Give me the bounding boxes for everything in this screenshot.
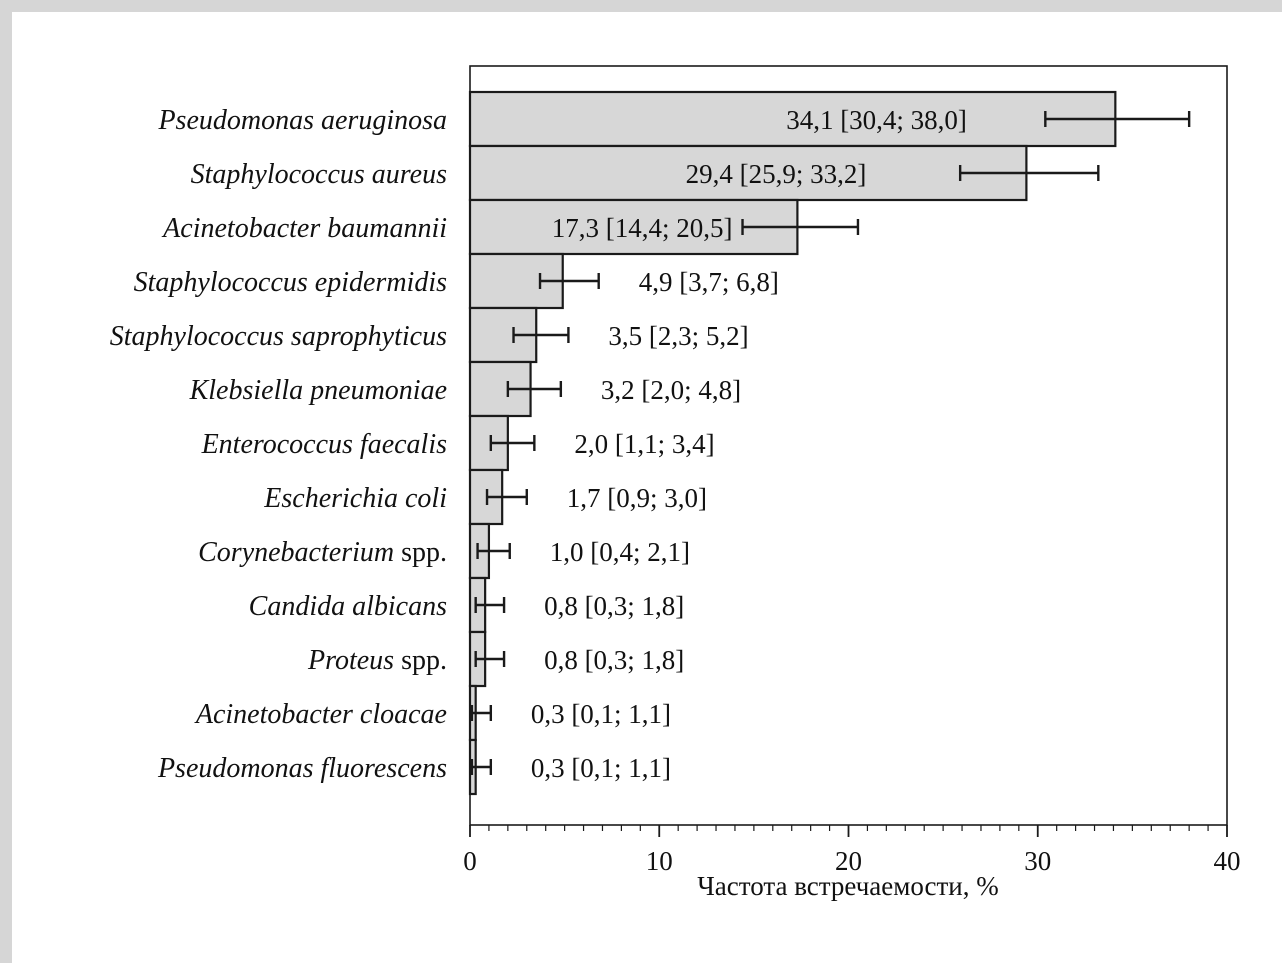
category-label-name: Klebsiella pneumoniae bbox=[189, 375, 447, 406]
x-tick-label: 20 bbox=[835, 846, 862, 876]
x-tick-label: 10 bbox=[646, 846, 673, 876]
data-label: 1,0 [0,4; 2,1] bbox=[550, 537, 690, 567]
x-tick-label: 0 bbox=[463, 846, 477, 876]
axes-layer bbox=[469, 65, 1228, 837]
data-label: 0,3 [0,1; 1,1] bbox=[531, 753, 671, 783]
category-label-name: Staphylococcus epidermidis bbox=[134, 267, 447, 298]
category-label: Candida albicans bbox=[249, 591, 447, 622]
data-label: 17,3 [14,4; 20,5] bbox=[552, 213, 733, 243]
category-label-name: Escherichia coli bbox=[263, 483, 447, 514]
category-label-suffix: spp. bbox=[394, 537, 447, 568]
data-label: 1,7 [0,9; 3,0] bbox=[567, 483, 707, 513]
bar bbox=[468, 144, 1028, 202]
data-label: 29,4 [25,9; 33,2] bbox=[686, 159, 867, 189]
data-label: 0,8 [0,3; 1,8] bbox=[544, 591, 684, 621]
category-label: Acinetobacter cloacae bbox=[194, 699, 447, 730]
data-label: 4,9 [3,7; 6,8] bbox=[639, 267, 779, 297]
category-label: Staphylococcus saprophyticus bbox=[110, 321, 447, 352]
category-label-suffix: spp. bbox=[394, 645, 447, 676]
category-label-name: Staphylococcus saprophyticus bbox=[110, 321, 447, 352]
category-label: Acinetobacter baumannii bbox=[161, 213, 447, 244]
category-label: Pseudomonas aeruginosa bbox=[157, 105, 447, 136]
category-label: Klebsiella pneumoniae bbox=[189, 375, 447, 406]
bar bbox=[468, 90, 1117, 148]
category-label-name: Acinetobacter baumannii bbox=[161, 213, 447, 244]
category-label-name: Proteus bbox=[307, 645, 394, 676]
bars-layer bbox=[468, 90, 1117, 796]
data-label: 3,5 [2,3; 5,2] bbox=[608, 321, 748, 351]
bar-chart: Pseudomonas aeruginosa 34,1 [30,4; 38,0] S… bbox=[110, 65, 1241, 901]
labels-layer: Pseudomonas aeruginosa 34,1 [30,4; 38,0] S… bbox=[110, 105, 1241, 876]
category-label: Escherichia coli bbox=[263, 483, 447, 514]
category-label: Proteus spp. bbox=[307, 645, 447, 676]
data-label: 34,1 [30,4; 38,0] bbox=[786, 105, 967, 135]
category-label: Enterococcus faecalis bbox=[201, 429, 448, 460]
x-tick-label: 30 bbox=[1024, 846, 1051, 876]
error-bars-layer bbox=[470, 111, 1191, 775]
data-label: 0,3 [0,1; 1,1] bbox=[531, 699, 671, 729]
category-label: Staphylococcus aureus bbox=[191, 159, 447, 190]
data-label: 2,0 [1,1; 3,4] bbox=[574, 429, 714, 459]
category-label-name: Staphylococcus aureus bbox=[191, 159, 447, 190]
category-label-name: Enterococcus faecalis bbox=[201, 429, 448, 460]
x-axis-title: Частота встречаемости, % bbox=[697, 871, 999, 901]
data-label: 0,8 [0,3; 1,8] bbox=[544, 645, 684, 675]
x-tick-label: 40 bbox=[1214, 846, 1241, 876]
category-label-name: Pseudomonas aeruginosa bbox=[157, 105, 447, 136]
data-label: 3,2 [2,0; 4,8] bbox=[601, 375, 741, 405]
category-label-name: Acinetobacter cloacae bbox=[194, 699, 447, 730]
category-label: Pseudomonas fluorescens bbox=[157, 753, 447, 784]
category-label-name: Candida albicans bbox=[249, 591, 447, 622]
category-label-name: Pseudomonas fluorescens bbox=[157, 753, 447, 784]
category-label: Corynebacterium spp. bbox=[198, 537, 447, 568]
category-label-name: Corynebacterium bbox=[198, 537, 394, 568]
category-label: Staphylococcus epidermidis bbox=[134, 267, 447, 298]
